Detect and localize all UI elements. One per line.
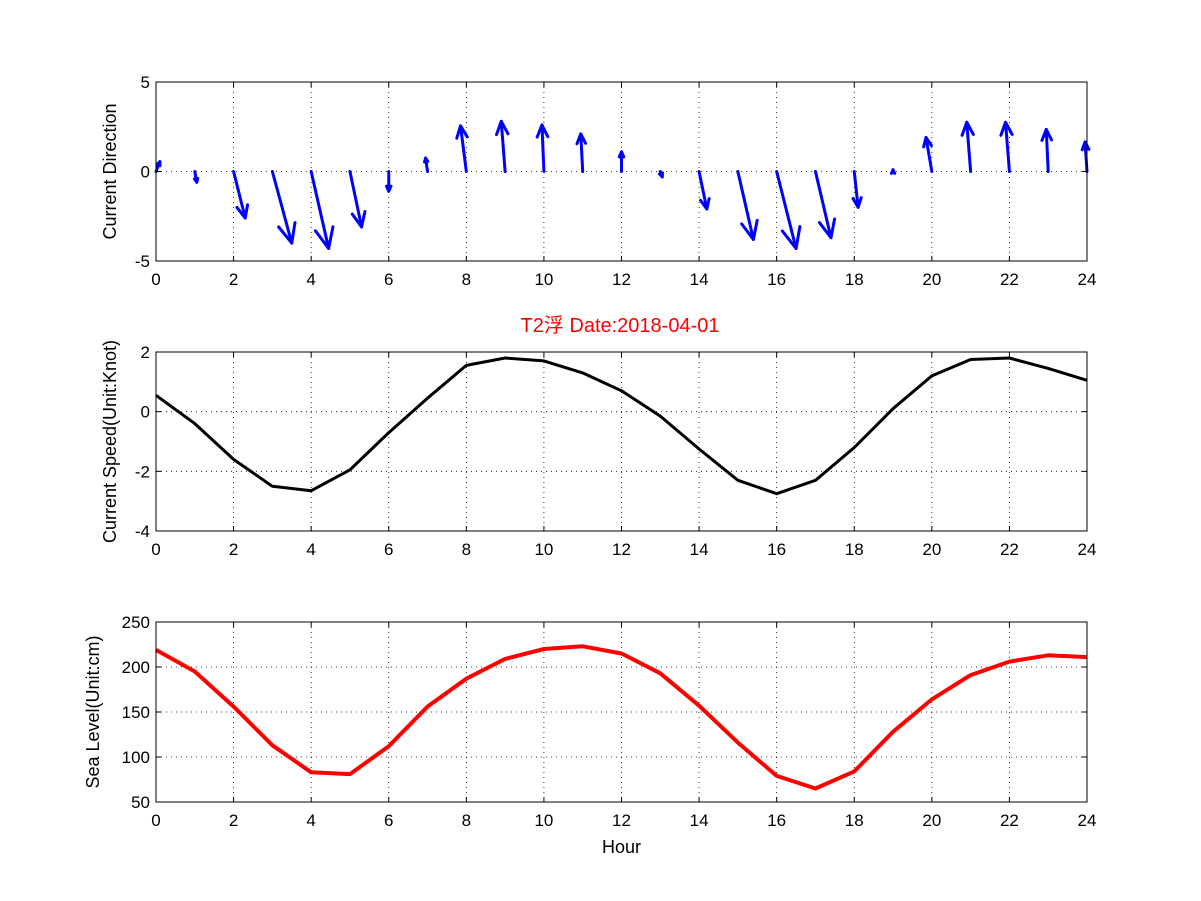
quiver-arrow — [922, 135, 934, 173]
quiver-arrow — [617, 150, 626, 173]
x-tick-label: 0 — [151, 540, 160, 559]
y-tick-label: 5 — [141, 73, 150, 92]
quiver-arrow — [851, 170, 863, 209]
x-tick-label: 2 — [229, 270, 238, 289]
current-speed-y-axis-label: Current Speed(Unit:Knot) — [100, 340, 120, 543]
quiver-arrow — [697, 170, 711, 211]
x-tick-label: 16 — [767, 811, 786, 830]
x-tick-label: 24 — [1078, 270, 1097, 289]
x-tick-label: 18 — [845, 270, 864, 289]
quiver-arrow — [999, 120, 1014, 173]
quiver-arrow — [813, 170, 837, 240]
x-tick-label: 4 — [306, 540, 315, 559]
quiver-arrow — [423, 156, 430, 173]
x-tick-label: 10 — [534, 540, 553, 559]
current-speed-series-line — [155, 356, 1088, 496]
x-tick-label: 20 — [922, 270, 941, 289]
x-tick-label: 24 — [1078, 540, 1097, 559]
quiver-arrow — [657, 170, 665, 179]
y-tick-label: 2 — [141, 343, 150, 362]
x-tick-label: 2 — [229, 540, 238, 559]
x-tick-label: 6 — [384, 540, 393, 559]
y-tick-label: -4 — [135, 522, 150, 541]
quiver-arrow — [960, 120, 975, 173]
x-tick-label: 18 — [845, 540, 864, 559]
quiver-arrow — [455, 124, 469, 173]
x-tick-label: 8 — [462, 811, 471, 830]
x-tick-label: 2 — [229, 811, 238, 830]
sea-level-y-axis-label: Sea Level(Unit:cm) — [83, 635, 103, 788]
sea-level-series-line — [155, 644, 1088, 791]
x-tick-label: 4 — [306, 811, 315, 830]
x-tick-label: 8 — [462, 540, 471, 559]
x-tick-label: 16 — [767, 540, 786, 559]
y-tick-label: -5 — [135, 252, 150, 271]
x-tick-label: 14 — [690, 270, 709, 289]
x-tick-label: 14 — [690, 811, 709, 830]
x-tick-label: 12 — [612, 811, 631, 830]
quiver-arrow — [1040, 127, 1054, 173]
x-tick-label: 14 — [690, 540, 709, 559]
x-tick-label: 6 — [384, 811, 393, 830]
x-tick-label: 0 — [151, 811, 160, 830]
quiver-arrow — [495, 119, 510, 173]
x-tick-label: 20 — [922, 811, 941, 830]
quiver-arrow — [889, 168, 897, 175]
quiver-arrow — [154, 160, 162, 173]
x-tick-label: 22 — [1000, 270, 1019, 289]
x-tick-label: 10 — [534, 811, 553, 830]
y-tick-label: 200 — [122, 658, 150, 677]
quiver-arrow — [309, 170, 335, 250]
y-tick-label: 250 — [122, 613, 150, 632]
quiver-arrow — [270, 170, 297, 245]
quiver-arrow — [232, 170, 250, 220]
quiver-arrow — [385, 170, 393, 193]
x-tick-label: 12 — [612, 270, 631, 289]
current-speed-axes-frame — [155, 351, 1088, 532]
x-tick-label: 20 — [922, 540, 941, 559]
figure-title: T2浮 Date:2018-04-01 — [520, 314, 719, 337]
x-tick-label: 6 — [384, 270, 393, 289]
current-direction-y-axis-label: Current Direction — [100, 103, 120, 239]
x-tick-label: 8 — [462, 270, 471, 289]
x-tick-label: 4 — [306, 270, 315, 289]
quiver-arrow — [575, 132, 588, 173]
x-tick-label: 12 — [612, 540, 631, 559]
x-tick-label: 22 — [1000, 811, 1019, 830]
quiver-arrow — [736, 170, 759, 242]
y-tick-label: 0 — [141, 163, 150, 182]
x-tick-label: 0 — [151, 270, 160, 289]
y-tick-label: 0 — [141, 403, 150, 422]
sea-level-x-axis-label: Hour — [602, 837, 641, 857]
y-tick-label: 50 — [131, 793, 150, 812]
quiver-arrow — [535, 123, 550, 173]
x-tick-label: 10 — [534, 270, 553, 289]
quiver-arrow — [1080, 140, 1091, 173]
x-tick-label: 16 — [767, 270, 786, 289]
x-tick-label: 24 — [1078, 811, 1097, 830]
quiver-arrow — [775, 170, 802, 250]
y-tick-label: 150 — [122, 703, 150, 722]
x-tick-label: 22 — [1000, 540, 1019, 559]
x-tick-label: 18 — [845, 811, 864, 830]
y-tick-label: 100 — [122, 748, 150, 767]
quiver-arrow — [348, 170, 367, 229]
y-tick-label: -2 — [135, 462, 150, 481]
quiver-arrow — [192, 170, 200, 184]
